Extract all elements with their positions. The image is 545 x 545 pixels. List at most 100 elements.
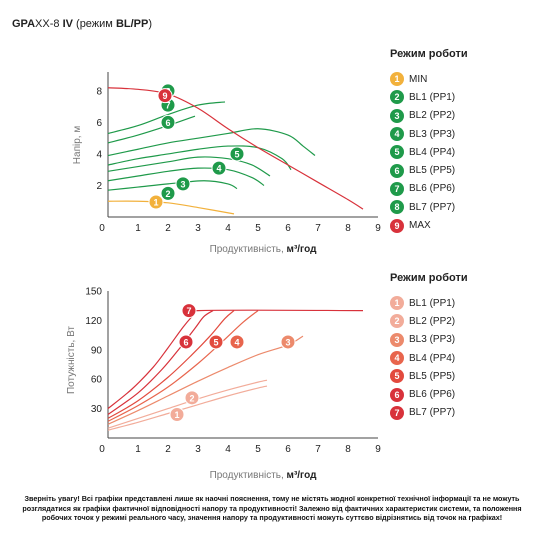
x-tick-label: 3 — [195, 223, 201, 234]
series-marker-label: 4 — [216, 164, 221, 174]
series-marker-4 — [229, 334, 245, 350]
legend-badge: 1 — [390, 296, 404, 311]
x-tick-label: 7 — [315, 444, 321, 455]
legend-item: 1 BL1 (PP1) — [390, 294, 468, 312]
series-marker-label: 8 — [165, 86, 170, 96]
legend-item: 9 MAX — [390, 216, 468, 234]
series-marker-6 — [178, 334, 194, 350]
x-tick-label: 8 — [345, 444, 351, 455]
series-marker-8 — [160, 83, 176, 99]
legend-badge: 5 — [390, 145, 404, 160]
legend-item: 3 BL2 (PP2) — [390, 107, 468, 125]
legend-item: 2 BL1 (PP1) — [390, 88, 468, 106]
series-marker-label: 6 — [165, 118, 170, 128]
legend-badge: 6 — [390, 387, 404, 402]
legend-item: 5 BL5 (PP5) — [390, 367, 468, 385]
series-marker-label: 1 — [153, 198, 158, 208]
legend-badge: 4 — [390, 351, 404, 366]
y-tick-label: 90 — [91, 345, 103, 356]
x-tick-label: 0 — [99, 444, 105, 455]
series-line-5 — [107, 145, 292, 171]
series-marker-label: 7 — [165, 101, 170, 111]
legend-label: BL5 (PP5) — [409, 165, 456, 177]
legend-item: 5 BL4 (PP4) — [390, 143, 468, 161]
legend-title: Режим роботи — [390, 48, 468, 60]
series-line-3 — [107, 335, 304, 425]
legend-label: BL7 (PP7) — [409, 201, 456, 213]
legend-label: BL2 (PP2) — [409, 110, 456, 122]
legend-item: 8 BL7 (PP7) — [390, 198, 468, 216]
disclaimer-text: Зверніть увагу! Всі графіки представлені… — [22, 494, 522, 523]
y-tick-label: 30 — [91, 404, 103, 415]
y-axis-label: Потужність, Вт — [66, 326, 77, 394]
series-marker-label: 7 — [186, 306, 191, 316]
x-tick-label: 9 — [375, 223, 381, 234]
legend-item: 7 BL7 (PP7) — [390, 404, 468, 422]
x-tick-label: 0 — [99, 223, 105, 234]
legend-badge: 4 — [390, 127, 404, 142]
y-tick-label: 2 — [96, 181, 102, 192]
legend-power: Режим роботи 1 BL1 (PP1) 2 BL2 (PP2) 3 BL3 (P… — [390, 272, 468, 422]
y-tick-label: 4 — [96, 149, 102, 160]
series-marker-label: 4 — [234, 337, 239, 347]
legend-label: BL6 (PP6) — [409, 183, 456, 195]
legend-label: BL2 (PP2) — [409, 315, 456, 327]
series-marker-9 — [157, 88, 173, 104]
series-marker-1 — [148, 194, 164, 210]
y-tick-label: 8 — [96, 86, 102, 97]
y-tick-label: 60 — [91, 375, 103, 386]
y-tick-label: 150 — [85, 287, 102, 298]
series-marker-1 — [169, 406, 185, 422]
legend-badge: 2 — [390, 314, 404, 329]
legend-label: BL6 (PP6) — [409, 389, 456, 401]
x-tick-label: 4 — [225, 444, 231, 455]
x-tick-label: 9 — [375, 444, 381, 455]
series-marker-label: 2 — [165, 189, 170, 199]
series-marker-label: 1 — [174, 410, 179, 420]
legend-badge: 7 — [390, 405, 404, 420]
series-marker-2 — [160, 185, 176, 201]
legend-label: BL4 (PP4) — [409, 146, 456, 158]
legend-item: 6 BL5 (PP5) — [390, 161, 468, 179]
legend-badge: 8 — [390, 200, 404, 215]
series-line-5 — [107, 310, 235, 419]
x-tick-label: 1 — [135, 444, 141, 455]
x-tick-label: 3 — [195, 444, 201, 455]
legend-label: BL1 (PP1) — [409, 297, 456, 309]
legend-label: BL3 (PP3) — [409, 128, 456, 140]
legend-item: 2 BL2 (PP2) — [390, 312, 468, 330]
series-line-6 — [107, 310, 214, 415]
series-line-7 — [107, 309, 364, 410]
legend-item: 3 BL3 (PP3) — [390, 331, 468, 349]
series-marker-label: 2 — [189, 393, 194, 403]
legend-badge: 5 — [390, 369, 404, 384]
series-line-2 — [107, 379, 268, 429]
series-line-3 — [107, 167, 265, 186]
x-tick-label: 8 — [345, 223, 351, 234]
legend-label: BL7 (PP7) — [409, 407, 456, 419]
legend-label: BL5 (PP5) — [409, 370, 456, 382]
y-tick-label: 6 — [96, 118, 102, 129]
series-marker-label: 3 — [180, 179, 185, 189]
legend-title: Режим роботи — [390, 272, 468, 284]
x-axis-label: Продуктивність, м³/год — [210, 470, 318, 481]
series-marker-3 — [175, 176, 191, 192]
legend-badge: 2 — [390, 90, 404, 105]
x-tick-label: 5 — [255, 444, 261, 455]
page-title: GPAXX-8 IV (режим BL/PP) — [12, 18, 153, 30]
legend-badge: 3 — [390, 332, 404, 347]
series-line-4 — [107, 156, 271, 177]
legend-head: Режим роботи 1 MIN 2 BL1 (PP1) 3 BL2 (PP2) 4 BL… — [390, 48, 468, 235]
series-line-8 — [107, 101, 226, 135]
x-tick-label: 2 — [165, 444, 171, 455]
series-marker-5 — [229, 146, 245, 162]
series-line-2 — [107, 180, 238, 191]
series-line-4 — [107, 310, 259, 422]
series-marker-label: 6 — [183, 337, 188, 347]
legend-badge: 3 — [390, 108, 404, 123]
legend-label: BL3 (PP3) — [409, 334, 456, 346]
series-line-1 — [107, 200, 235, 215]
legend-label: BL4 (PP4) — [409, 352, 456, 364]
x-tick-label: 1 — [135, 223, 141, 234]
x-tick-label: 2 — [165, 223, 171, 234]
